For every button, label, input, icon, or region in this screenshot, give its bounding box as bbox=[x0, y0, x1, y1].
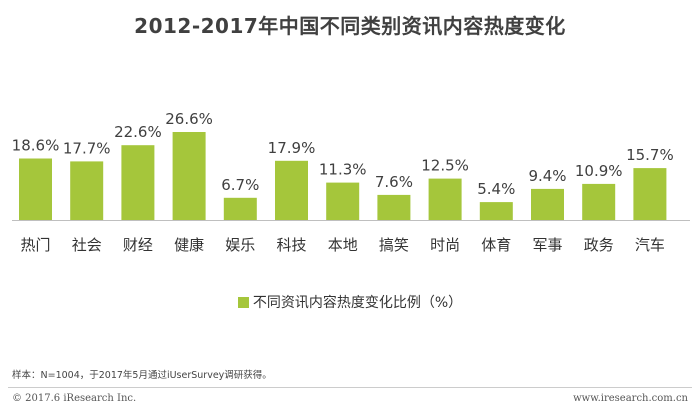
value-label-7: 7.6% bbox=[375, 173, 413, 191]
bar-6 bbox=[326, 182, 360, 220]
legend-label: 不同资讯内容热度变化比例（%） bbox=[252, 295, 463, 311]
bar-4 bbox=[223, 197, 257, 220]
footer-divider bbox=[8, 387, 692, 388]
bar-7 bbox=[377, 194, 411, 220]
footnote: 样本：N=1004，于2017年5月通过iUserSurvey调研获得。 bbox=[12, 370, 272, 381]
category-label-3: 健康 bbox=[174, 236, 204, 254]
category-label-7: 搞笑 bbox=[379, 236, 409, 254]
value-label-0: 18.6% bbox=[12, 137, 60, 155]
copyright-text: © 2017.6 iResearch Inc. bbox=[12, 393, 137, 404]
value-label-2: 22.6% bbox=[114, 123, 162, 141]
value-label-1: 17.7% bbox=[63, 139, 111, 157]
bar-5 bbox=[275, 160, 308, 220]
category-label-4: 娱乐 bbox=[225, 236, 255, 254]
legend: 不同资讯内容热度变化比例（%） bbox=[0, 292, 700, 312]
value-label-6: 11.3% bbox=[319, 161, 367, 179]
category-label-11: 政务 bbox=[584, 236, 614, 254]
bar-1 bbox=[70, 161, 104, 220]
category-label-8: 时尚 bbox=[430, 236, 460, 254]
category-label-2: 财经 bbox=[123, 236, 153, 254]
bar-8 bbox=[428, 178, 462, 220]
value-label-11: 10.9% bbox=[575, 162, 623, 180]
bar-chart: 18.6% 热门 17.7% 社会 22.6% 财经 26.6% 健康 6.7% 娱乐 17.9% 科… bbox=[12, 110, 690, 254]
category-label-5: 科技 bbox=[276, 236, 306, 254]
bar-12 bbox=[633, 168, 667, 220]
category-label-6: 本地 bbox=[328, 236, 358, 254]
value-label-9: 5.4% bbox=[477, 180, 515, 198]
category-label-12: 汽车 bbox=[635, 236, 665, 254]
value-label-4: 6.7% bbox=[221, 176, 259, 194]
chart-title: 2012-2017年中国不同类别资讯内容热度变化 bbox=[134, 14, 566, 38]
category-label-1: 社会 bbox=[72, 236, 102, 254]
value-label-10: 9.4% bbox=[528, 167, 566, 185]
bar-11 bbox=[582, 183, 616, 220]
category-label-10: 军事 bbox=[532, 236, 562, 254]
bar-2 bbox=[121, 145, 155, 220]
legend-swatch bbox=[237, 297, 249, 308]
value-label-5: 17.9% bbox=[268, 139, 316, 157]
category-label-0: 热门 bbox=[20, 236, 50, 254]
value-label-3: 26.6% bbox=[165, 110, 213, 128]
bar-9 bbox=[479, 202, 513, 220]
category-label-9: 体育 bbox=[481, 236, 511, 254]
value-label-12: 15.7% bbox=[626, 146, 674, 164]
value-label-8: 12.5% bbox=[421, 157, 469, 175]
bar-0 bbox=[19, 158, 52, 220]
bars-group: 18.6% 热门 17.7% 社会 22.6% 财经 26.6% 健康 6.7% 娱乐 17.9% 科… bbox=[12, 110, 674, 254]
bar-10 bbox=[531, 188, 564, 220]
website-text: www.iresearch.com.cn bbox=[573, 393, 688, 404]
bar-3 bbox=[172, 132, 206, 220]
